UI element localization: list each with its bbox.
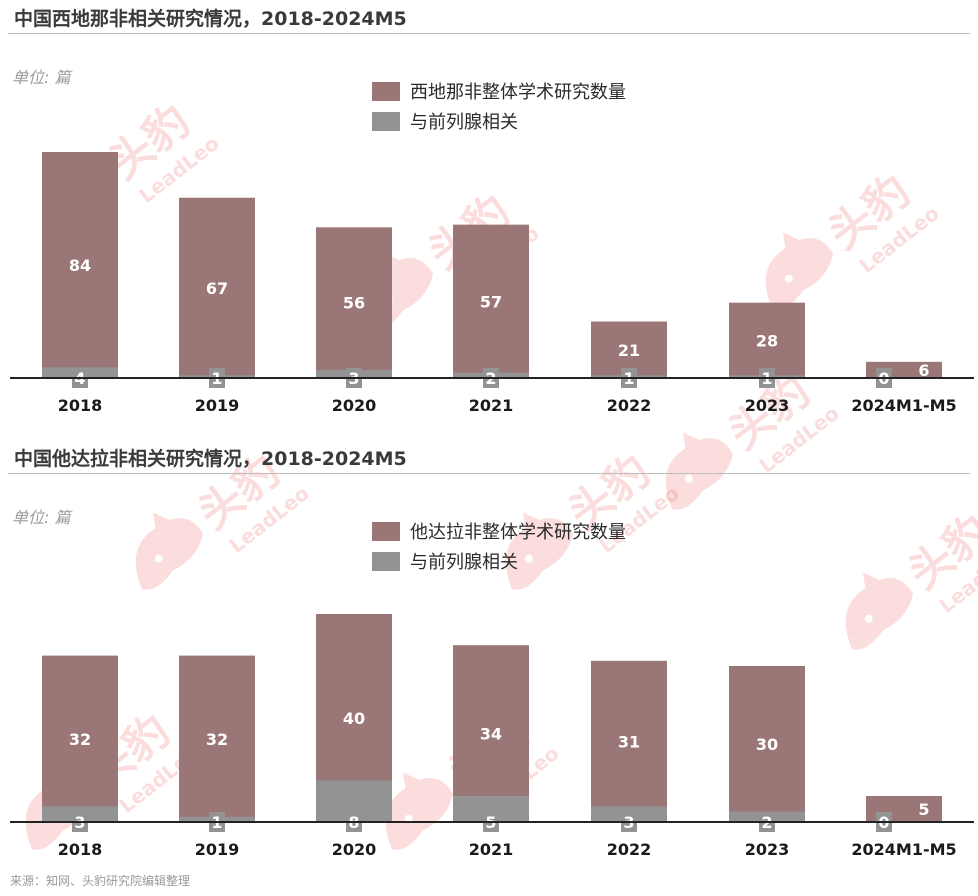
- legend-swatch-total: [372, 521, 400, 541]
- x-tick-label: 2022: [607, 840, 652, 859]
- x-tick-label: 2019: [195, 396, 240, 415]
- legend-swatch-total: [372, 81, 400, 101]
- data-label-total: 5: [918, 800, 929, 819]
- bar-total: [591, 660, 667, 822]
- unit-label: 单位: 篇: [12, 68, 71, 87]
- x-tick-label: 2023: [745, 840, 790, 859]
- bar-total: [453, 645, 529, 822]
- bar-total: [729, 302, 805, 378]
- title-divider: [8, 33, 970, 34]
- legend-item-prostate: 与前列腺相关: [372, 546, 626, 576]
- legend-item-total: 西地那非整体学术研究数量: [372, 76, 626, 106]
- data-label-total: 28: [756, 331, 778, 350]
- bar-total: [316, 227, 392, 378]
- x-tick-label: 2024M1-M5: [851, 840, 956, 859]
- data-label-total: 56: [343, 294, 365, 313]
- legend-label-prostate: 与前列腺相关: [410, 112, 518, 133]
- x-tick-label: 2020: [332, 396, 377, 415]
- legend-item-prostate: 与前列腺相关: [372, 106, 626, 136]
- data-label-total: 31: [618, 732, 640, 751]
- chart-title: 中国他达拉非相关研究情况，2018-2024M5: [14, 448, 407, 470]
- bar-chart-tadalafil: 3232018321201940820203452021313202230220…: [10, 614, 974, 859]
- x-tick-label: 2020: [332, 840, 377, 859]
- bar-total: [729, 666, 805, 822]
- bar-total: [42, 655, 118, 822]
- title-divider: [8, 473, 970, 474]
- legend-label-total: 他达拉非整体学术研究数量: [410, 522, 626, 543]
- legend-swatch-prostate: [372, 551, 400, 571]
- data-label-total: 32: [206, 730, 228, 749]
- legend-label-total: 西地那非整体学术研究数量: [410, 82, 626, 103]
- data-label-total: 6: [918, 361, 929, 380]
- x-tick-label: 2018: [58, 396, 103, 415]
- x-tick-label: 2021: [469, 840, 514, 859]
- data-label-total: 57: [480, 292, 502, 311]
- legend-label-prostate: 与前列腺相关: [410, 552, 518, 573]
- legend-item-total: 他达拉非整体学术研究数量: [372, 516, 626, 546]
- data-label-total: 32: [69, 730, 91, 749]
- data-label-total: 21: [618, 341, 640, 360]
- chart-legend: 他达拉非整体学术研究数量 与前列腺相关: [372, 516, 626, 576]
- x-tick-label: 2021: [469, 396, 514, 415]
- unit-label: 单位: 篇: [12, 508, 71, 527]
- data-label-total: 34: [480, 725, 502, 744]
- bar-chart-sildenafil: 8442018671201956320205722021211202228120…: [10, 152, 974, 415]
- legend-swatch-prostate: [372, 111, 400, 131]
- source-note: 来源：知网、头豹研究院编辑整理: [10, 874, 191, 888]
- x-tick-label: 2024M1-M5: [851, 396, 956, 415]
- bar-total: [179, 655, 255, 822]
- bar-total: [42, 152, 118, 378]
- chart-title: 中国西地那非相关研究情况，2018-2024M5: [14, 8, 407, 30]
- data-label-total: 84: [69, 256, 91, 275]
- x-tick-label: 2023: [745, 396, 790, 415]
- bar-total: [453, 224, 529, 378]
- data-label-total: 67: [206, 279, 228, 298]
- chart-panel-tadalafil: 中国他达拉非相关研究情况，2018-2024M5 单位: 篇 他达拉非整体学术研…: [0, 440, 978, 870]
- data-label-total: 30: [756, 735, 778, 754]
- x-tick-label: 2022: [607, 396, 652, 415]
- chart-legend: 西地那非整体学术研究数量 与前列腺相关: [372, 76, 626, 136]
- bar-total: [179, 197, 255, 378]
- x-tick-label: 2019: [195, 840, 240, 859]
- x-tick-label: 2018: [58, 840, 103, 859]
- data-label-total: 40: [343, 709, 365, 728]
- chart-panel-sildenafil: 中国西地那非相关研究情况，2018-2024M5 单位: 篇 西地那非整体学术研…: [0, 0, 978, 440]
